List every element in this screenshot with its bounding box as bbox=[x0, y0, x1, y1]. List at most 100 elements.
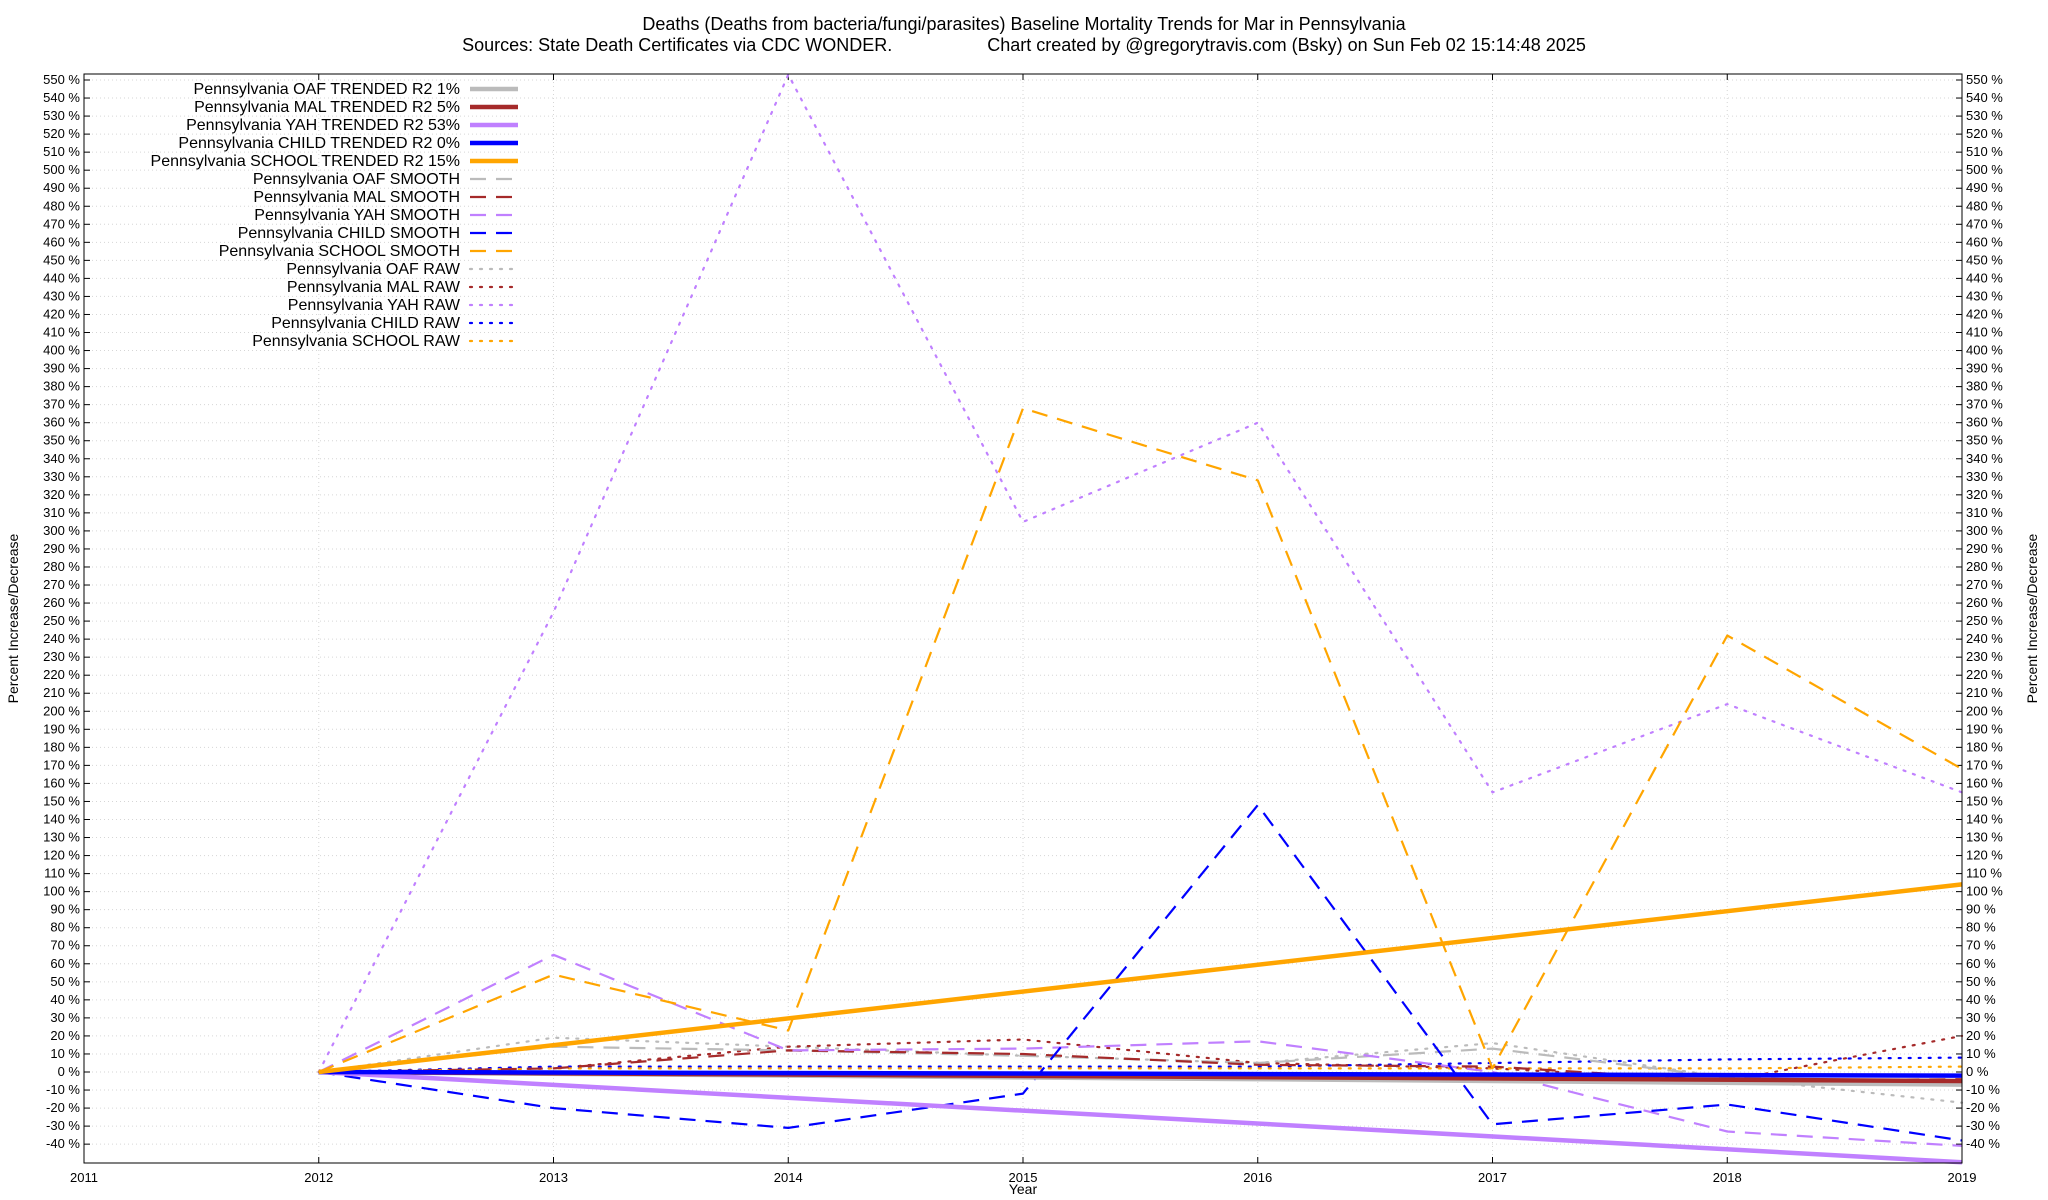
y-tick-label-right: 400 % bbox=[1966, 343, 2003, 358]
y-tick-label-right: 160 % bbox=[1966, 775, 2003, 790]
y-tick-label: 400 % bbox=[43, 343, 80, 358]
y-tick-label: 290 % bbox=[43, 541, 80, 556]
y-tick-label-right: 470 % bbox=[1966, 216, 2003, 231]
y-tick-label: -40 % bbox=[46, 1136, 80, 1151]
y-tick-label: 110 % bbox=[44, 866, 80, 881]
y-axis-label-right: Percent Increase/Decrease bbox=[2024, 533, 2040, 703]
y-tick-label: 300 % bbox=[43, 523, 80, 538]
x-tick-label: 2012 bbox=[304, 1170, 333, 1185]
y-tick-label: 10 % bbox=[50, 1046, 80, 1061]
y-tick-label-right: 240 % bbox=[1966, 631, 2003, 646]
x-tick-label: 2018 bbox=[1713, 1170, 1742, 1185]
y-tick-label: 170 % bbox=[43, 757, 80, 772]
y-tick-label-right: 100 % bbox=[1966, 884, 2003, 899]
y-tick-label: 320 % bbox=[43, 487, 80, 502]
grid-lines bbox=[83, 74, 1963, 1163]
y-tick-label: 190 % bbox=[43, 721, 80, 736]
y-tick-label-right: 300 % bbox=[1966, 523, 2003, 538]
chart-title: Deaths (Deaths from bacteria/fungi/paras… bbox=[642, 14, 1406, 34]
y-tick-label: 60 % bbox=[50, 956, 80, 971]
y-tick-label-right: 520 % bbox=[1966, 126, 2003, 141]
y-tick-label-right: 390 % bbox=[1966, 361, 2003, 376]
x-tick-label: 2019 bbox=[1948, 1170, 1977, 1185]
y-tick-label: 510 % bbox=[43, 144, 80, 159]
y-tick-label-right: 270 % bbox=[1966, 577, 2003, 592]
legend-label-3: Pennsylvania CHILD TRENDED R2 0% bbox=[178, 135, 460, 152]
y-tick-label-right: 180 % bbox=[1966, 739, 2003, 754]
y-tick-label: 80 % bbox=[50, 920, 80, 935]
y-tick-label: 260 % bbox=[43, 595, 80, 610]
y-tick-label: 160 % bbox=[43, 775, 80, 790]
y-axis-label: Percent Increase/Decrease bbox=[5, 533, 21, 703]
y-tick-label: 350 % bbox=[43, 433, 80, 448]
y-tick-label-right: 0 % bbox=[1966, 1064, 1989, 1079]
legend-label-9: Pennsylvania SCHOOL SMOOTH bbox=[219, 243, 460, 260]
y-tick-label-right: 220 % bbox=[1966, 667, 2003, 682]
x-tick-label: 2011 bbox=[70, 1170, 98, 1185]
x-tick-label: 2015 bbox=[1009, 1170, 1038, 1185]
y-tick-label: 240 % bbox=[43, 631, 80, 646]
y-tick-label: 530 % bbox=[43, 108, 80, 123]
y-tick-label: 370 % bbox=[43, 397, 80, 412]
x-tick-label: 2016 bbox=[1243, 1170, 1272, 1185]
legend-label-6: Pennsylvania MAL SMOOTH bbox=[253, 189, 460, 206]
y-tick-label-right: 440 % bbox=[1966, 270, 2003, 285]
legend-label-4: Pennsylvania SCHOOL TRENDED R2 15% bbox=[151, 153, 460, 170]
plot-frame bbox=[83, 73, 1963, 1164]
series-line-14 bbox=[317, 1065, 1964, 1074]
y-tick-label-right: 460 % bbox=[1966, 234, 2003, 249]
legend-label-12: Pennsylvania YAH RAW bbox=[288, 297, 461, 314]
y-tick-label-right: 110 % bbox=[1966, 866, 2002, 881]
y-tick-label-right: -30 % bbox=[1966, 1118, 2000, 1133]
y-tick-label: 450 % bbox=[43, 252, 80, 267]
legend-label-0: Pennsylvania OAF TRENDED R2 1% bbox=[194, 81, 460, 98]
y-tick-label: 420 % bbox=[43, 306, 80, 321]
y-tick-label-right: 70 % bbox=[1966, 938, 1996, 953]
series-line-9 bbox=[318, 407, 1963, 1074]
y-tick-label-right: 280 % bbox=[1966, 559, 2003, 574]
y-tick-label: 430 % bbox=[43, 288, 80, 303]
y-tick-label: 280 % bbox=[43, 559, 80, 574]
legend-label-2: Pennsylvania YAH TRENDED R2 53% bbox=[186, 117, 460, 134]
y-tick-label: 140 % bbox=[43, 811, 80, 826]
y-tick-label: 200 % bbox=[43, 703, 80, 718]
y-tick-label-right: 150 % bbox=[1966, 793, 2003, 808]
y-tick-label: 360 % bbox=[43, 415, 80, 430]
y-tick-label: 220 % bbox=[43, 667, 80, 682]
y-tick-label: -20 % bbox=[46, 1100, 80, 1115]
y-tick-label-right: 370 % bbox=[1966, 397, 2003, 412]
x-tick-label: 2014 bbox=[774, 1170, 803, 1185]
legend: Pennsylvania OAF TRENDED R2 1% Pennsylvan… bbox=[151, 81, 520, 350]
y-tick-label-right: 430 % bbox=[1966, 288, 2003, 303]
y-tick-label-right: 420 % bbox=[1966, 306, 2003, 321]
y-tick-label: 490 % bbox=[43, 180, 80, 195]
y-tick-label-right: 410 % bbox=[1966, 325, 2003, 340]
y-tick-label: 550 % bbox=[43, 72, 80, 87]
y-tick-label: 250 % bbox=[43, 613, 80, 628]
y-tick-label-right: 500 % bbox=[1966, 162, 2003, 177]
y-tick-label: 50 % bbox=[50, 974, 80, 989]
y-tick-label: 150 % bbox=[43, 793, 80, 808]
y-tick-label-right: 550 % bbox=[1966, 72, 2003, 87]
series-layer bbox=[317, 73, 1964, 1165]
y-tick-label: 100 % bbox=[43, 884, 80, 899]
y-tick-label-right: 190 % bbox=[1966, 721, 2003, 736]
legend-label-7: Pennsylvania YAH SMOOTH bbox=[254, 207, 460, 224]
y-tick-label: 40 % bbox=[50, 992, 80, 1007]
y-tick-label: -10 % bbox=[46, 1082, 80, 1097]
series-line-6 bbox=[318, 1049, 1963, 1083]
legend-label-5: Pennsylvania OAF SMOOTH bbox=[253, 171, 460, 188]
y-tick-label-right: 320 % bbox=[1966, 487, 2003, 502]
y-tick-label: 0 % bbox=[58, 1064, 81, 1079]
y-tick-label-right: 90 % bbox=[1966, 902, 1996, 917]
series-line-7 bbox=[318, 953, 1963, 1147]
y-tick-label-right: 230 % bbox=[1966, 649, 2003, 664]
legend-label-11: Pennsylvania MAL RAW bbox=[287, 279, 461, 296]
y-tick-label-right: -20 % bbox=[1966, 1100, 2000, 1115]
credit-text: Chart created by @gregorytravis.com (Bsk… bbox=[987, 35, 1586, 55]
y-tick-label-right: 490 % bbox=[1966, 180, 2003, 195]
y-tick-label-right: 450 % bbox=[1966, 252, 2003, 267]
series-line-3 bbox=[318, 1069, 1963, 1078]
y-axis-right: -40 % -30 % -20 % -10 % 0 % 10 % 20 % 30 % 40 % 5… bbox=[1956, 72, 2003, 1151]
y-tick-label: 70 % bbox=[50, 938, 80, 953]
